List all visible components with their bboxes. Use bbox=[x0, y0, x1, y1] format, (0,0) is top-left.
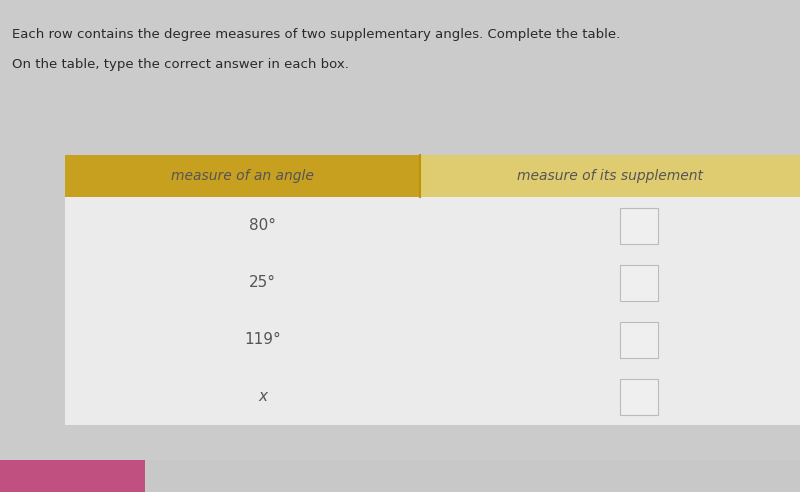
Bar bbox=[620, 321, 658, 358]
Text: x: x bbox=[258, 389, 267, 404]
Bar bbox=[420, 155, 800, 197]
Text: 80°: 80° bbox=[249, 218, 276, 233]
Bar bbox=[65, 368, 800, 425]
Text: measure of an angle: measure of an angle bbox=[171, 169, 314, 183]
Bar bbox=[65, 311, 800, 368]
Text: 25°: 25° bbox=[249, 275, 276, 290]
Bar bbox=[65, 155, 420, 197]
Text: measure of its supplement: measure of its supplement bbox=[517, 169, 703, 183]
Bar bbox=[620, 265, 658, 301]
Bar bbox=[0, 460, 145, 492]
Text: 119°: 119° bbox=[244, 332, 281, 347]
Bar bbox=[620, 208, 658, 244]
Text: Each row contains the degree measures of two supplementary angles. Complete the : Each row contains the degree measures of… bbox=[12, 28, 620, 41]
Text: On the table, type the correct answer in each box.: On the table, type the correct answer in… bbox=[12, 58, 349, 71]
Bar bbox=[65, 197, 800, 254]
Bar bbox=[65, 254, 800, 311]
Bar bbox=[620, 378, 658, 414]
